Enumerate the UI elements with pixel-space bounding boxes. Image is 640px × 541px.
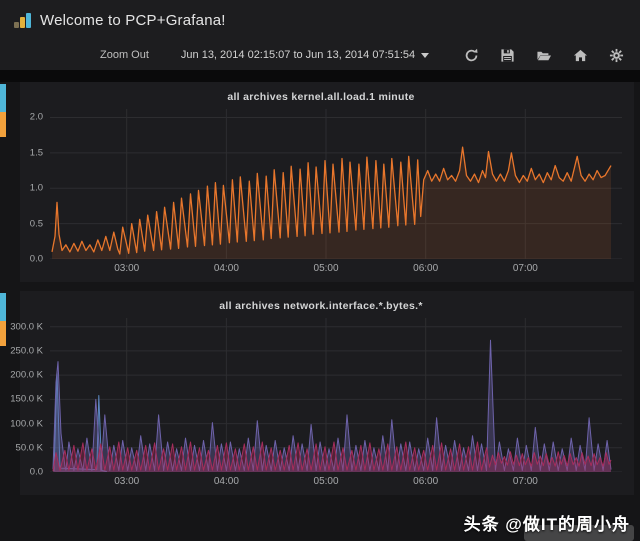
x-tick-label: 06:00 [413,476,439,487]
time-range-label: Jun 13, 2014 02:15:07 to Jun 13, 2014 07… [180,49,416,61]
open-folder-icon[interactable] [536,48,552,63]
y-tick-label: 150.0 K [10,393,43,405]
row-handle-top[interactable] [0,293,6,321]
save-icon[interactable] [500,48,515,63]
row-handle[interactable] [0,84,6,137]
watermark: 头条 @做IT的周小舟 [463,510,634,541]
row-handle-top[interactable] [0,84,6,112]
chart-plot-network-bytes[interactable]: 0.0 50.0 K 100.0 K 150.0 K 200.0 K 250.0 K 300… [10,318,622,478]
y-tick-label: 1.0 [29,182,43,194]
y-tick-label: 50.0 K [15,442,43,454]
x-axis-labels: 03:00 04:00 05:00 06:00 07:00 [50,472,622,489]
watermark-text: 头条 @做IT的周小舟 [463,514,630,534]
dashboard-row-kernel-load: all archives kernel.all.load.1 minute 0.… [0,82,640,282]
panel-title-kernel-load[interactable]: all archives kernel.all.load.1 minute [227,91,415,103]
grafana-logo-icon [14,12,31,28]
gear-icon[interactable] [609,48,624,63]
x-tick-label: 07:00 [512,476,538,487]
app-header: Welcome to PCP+Grafana! [0,0,640,40]
page-footer: 头条 @做IT的周小舟 [0,504,640,541]
x-tick-label: 03:00 [114,263,140,274]
chart-canvas[interactable] [50,318,622,472]
y-tick-label: 200.0 K [10,369,43,381]
y-tick-label: 0.0 [29,466,43,478]
chart-plot-kernel-load[interactable]: 0.0 0.5 1.0 1.5 2.0 [30,109,622,265]
y-tick-label: 0.5 [29,218,43,230]
panel-title-network-bytes[interactable]: all archives network.interface.*.bytes.* [219,300,423,312]
caret-down-icon [421,52,430,58]
chart-canvas[interactable] [50,109,622,259]
panel-network-bytes: all archives network.interface.*.bytes.*… [10,291,634,495]
y-tick-label: 250.0 K [10,345,43,357]
x-tick-label: 07:00 [512,263,538,274]
row-handle-bottom[interactable] [0,321,6,346]
y-tick-label: 2.0 [29,111,43,123]
panel-kernel-load: all archives kernel.all.load.1 minute 0.… [20,82,634,282]
x-tick-label: 06:00 [413,263,439,274]
y-tick-label: 0.0 [29,253,43,265]
watermark-overlay-pill [524,524,634,541]
x-tick-label: 04:00 [213,263,239,274]
refresh-icon[interactable] [464,48,479,63]
toolbar-divider [0,70,640,82]
time-range-picker[interactable]: Jun 13, 2014 02:15:07 to Jun 13, 2014 07… [180,49,430,61]
y-tick-label: 100.0 K [10,418,43,430]
dashboard-row-network-bytes: all archives network.interface.*.bytes.*… [0,291,640,495]
zoom-out-button[interactable]: Zoom Out [100,49,149,61]
dashboard-toolbar: Zoom Out Jun 13, 2014 02:15:07 to Jun 13… [0,40,640,70]
y-axis-labels: 0.0 50.0 K 100.0 K 150.0 K 200.0 K 250.0 K 300… [10,318,46,477]
row-handle[interactable] [0,293,6,346]
x-tick-label: 03:00 [114,476,140,487]
x-tick-label: 04:00 [213,476,239,487]
x-tick-label: 05:00 [313,476,339,487]
y-axis-labels: 0.0 0.5 1.0 1.5 2.0 [16,109,46,265]
row-handle-bottom[interactable] [0,112,6,137]
x-tick-label: 05:00 [313,263,339,274]
y-tick-label: 300.0 K [10,321,43,333]
y-tick-label: 1.5 [29,147,43,159]
dashboard-title: Welcome to PCP+Grafana! [40,11,226,29]
home-icon[interactable] [573,48,588,63]
x-axis-labels: 03:00 04:00 05:00 06:00 07:00 [50,259,622,276]
